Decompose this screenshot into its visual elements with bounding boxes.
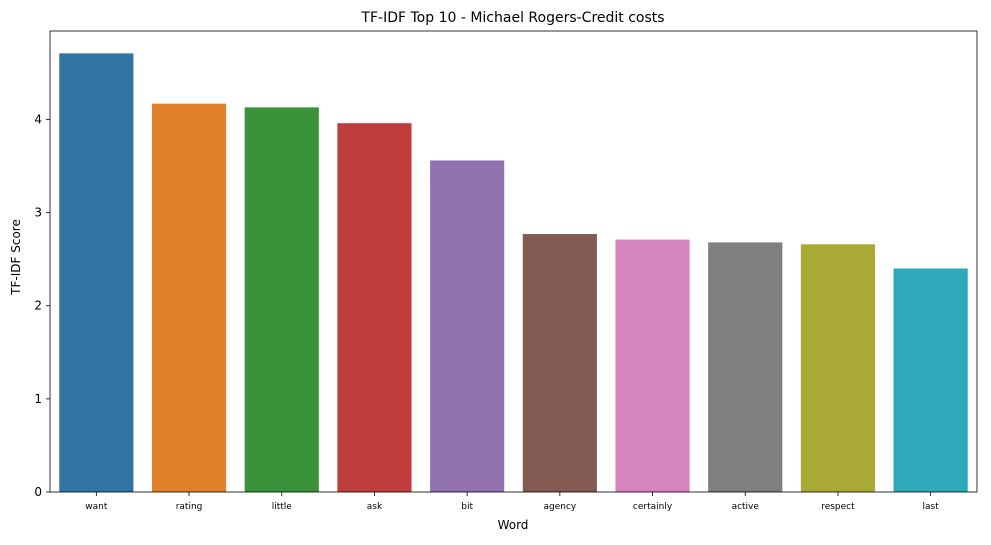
x-tick-label: rating <box>176 502 203 512</box>
x-tick-label: want <box>85 502 108 512</box>
bar-last <box>893 268 968 492</box>
y-tick-label: 4 <box>34 112 42 126</box>
axes-layer: 0 1 2 3 4 want rating little ask bit agency certain… <box>34 30 978 512</box>
x-tick-label: certainly <box>633 502 673 512</box>
x-tick-label: agency <box>543 502 576 512</box>
bar-bit <box>430 160 505 492</box>
bar-active <box>708 242 783 492</box>
bar-little <box>244 107 319 493</box>
y-tick-label: 1 <box>34 392 42 406</box>
chart-title: TF-IDF Top 10 - Michael Rogers-Credit co… <box>360 10 664 26</box>
bar-certainly <box>615 239 690 492</box>
y-axis-label: TF-IDF Score <box>9 219 23 296</box>
x-tick-label: respect <box>821 502 855 512</box>
y-tick-label: 3 <box>34 206 42 220</box>
bar-want <box>59 53 134 492</box>
bar-respect <box>800 244 876 492</box>
x-axis-label: Word <box>498 518 529 532</box>
bar-ask <box>337 123 412 492</box>
x-tick-label: ask <box>367 502 383 512</box>
x-tick-label: active <box>732 502 760 512</box>
bars-layer <box>59 53 968 493</box>
x-tick-label: bit <box>461 502 473 512</box>
y-tick-label: 2 <box>34 299 42 313</box>
x-tick-label: last <box>923 502 940 512</box>
y-tick-label: 0 <box>34 485 42 499</box>
x-tick-label: little <box>272 502 293 512</box>
bar-rating <box>151 103 227 492</box>
bar-agency <box>522 234 597 492</box>
plot-frame <box>49 30 978 493</box>
